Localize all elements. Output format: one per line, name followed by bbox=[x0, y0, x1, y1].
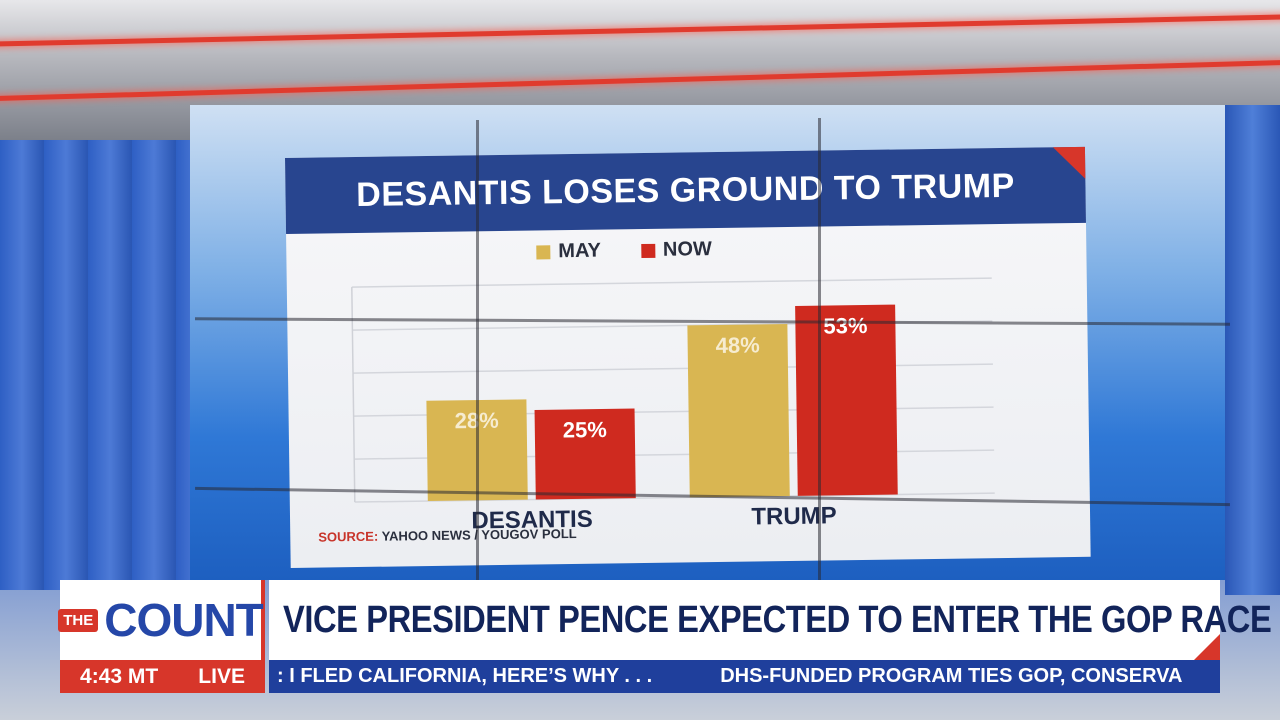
monitor-seam bbox=[818, 118, 821, 580]
bar-desantis-now bbox=[534, 408, 636, 500]
category-label-desantis: DESANTIS bbox=[471, 506, 593, 535]
live-badge: LIVE bbox=[198, 664, 245, 688]
time-live-bar: 4:43 MT LIVE bbox=[60, 660, 265, 693]
source-label: SOURCE: bbox=[318, 528, 379, 545]
headline-corner-accent bbox=[1194, 634, 1220, 660]
bar-trump-may bbox=[687, 324, 790, 498]
y-axis-line bbox=[351, 287, 356, 503]
data-label: 53% bbox=[823, 313, 867, 339]
source-text: YAHOO NEWS / YOUGOV POLL bbox=[381, 525, 577, 544]
show-logo: THE COUNT bbox=[58, 580, 265, 660]
news-ticker: : I FLED CALIFORNIA, HERE’S WHY . . . DH… bbox=[269, 660, 1220, 693]
logo-count: COUNT bbox=[104, 594, 264, 646]
logo-the: THE bbox=[58, 608, 99, 632]
data-label: 25% bbox=[563, 417, 607, 443]
studio-wall-right bbox=[1225, 105, 1280, 595]
headline-banner: VICE PRESIDENT PENCE EXPECTED TO ENTER T… bbox=[269, 580, 1272, 660]
ticker-item: DHS-FUNDED PROGRAM TIES GOP, CONSERVA bbox=[720, 665, 1183, 687]
ceiling-light-stripe bbox=[0, 59, 1280, 102]
ceiling-light-stripe bbox=[0, 14, 1280, 47]
headline-text: VICE PRESIDENT PENCE EXPECTED TO ENTER T… bbox=[283, 598, 1272, 641]
studio-wall-left bbox=[0, 140, 200, 590]
data-label: 48% bbox=[715, 332, 759, 358]
lower-third: THE COUNT VICE PRESIDENT PENCE EXPECTED … bbox=[58, 580, 1272, 695]
ticker-item: : I FLED CALIFORNIA, HERE’S WHY . . . bbox=[277, 665, 653, 687]
category-label-trump: TRUMP bbox=[751, 502, 837, 530]
gridline bbox=[351, 277, 992, 288]
gridline bbox=[352, 363, 993, 374]
chart-panel: DESANTIS LOSES GROUND TO TRUMP MAY NOW 2… bbox=[285, 146, 1091, 568]
clock-time: 4:43 MT bbox=[80, 664, 159, 688]
monitor-seam bbox=[476, 120, 479, 580]
